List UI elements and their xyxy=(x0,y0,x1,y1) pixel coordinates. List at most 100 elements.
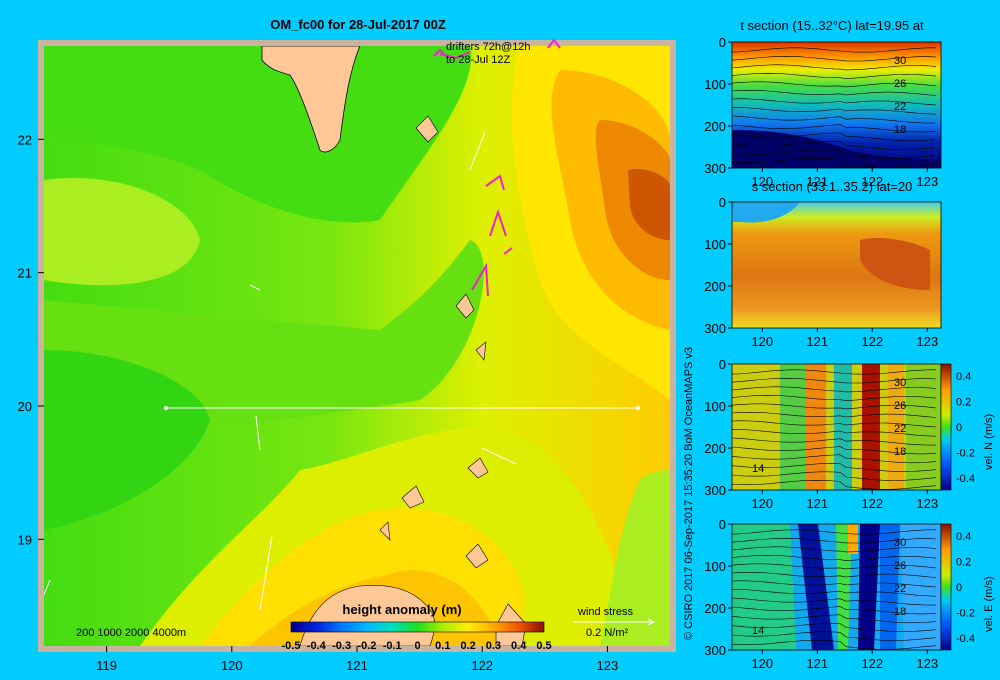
section-y-tick-label: 0 xyxy=(719,35,726,50)
drifter-note: drifters 72h@12h xyxy=(446,41,531,53)
ve-section-band xyxy=(900,524,941,650)
section-x-tick-label: 123 xyxy=(916,656,938,671)
contour-line xyxy=(732,589,937,597)
island xyxy=(467,457,489,479)
contour-line xyxy=(732,446,937,455)
island xyxy=(455,293,475,319)
wind-arrow xyxy=(469,131,486,171)
colorbar-tick-label: 0 xyxy=(414,640,420,652)
contour-line xyxy=(732,157,937,168)
section-x-tick-label: 120 xyxy=(751,174,773,189)
t-section-frame xyxy=(731,41,942,169)
contour-line xyxy=(732,537,937,544)
contour-line xyxy=(732,462,937,472)
section-line-end xyxy=(164,406,168,410)
drifter-marker xyxy=(433,48,447,57)
contour-line xyxy=(732,631,937,641)
contour-line xyxy=(732,377,937,384)
colorbar-tick-label: 0.3 xyxy=(486,640,501,652)
section-y-tick-label: 0 xyxy=(719,517,726,532)
section-x-tick-label: 121 xyxy=(806,334,828,349)
ve-section-panel: 30 26 22 18 14 0.4 0.2 0 -0.2 -0.4 vel. E (m/s) xyxy=(731,523,995,651)
contour-line xyxy=(732,107,937,115)
contour-line xyxy=(732,403,937,410)
contour-line xyxy=(732,437,937,446)
x-tick-label: 120 xyxy=(221,658,243,673)
colorbar-tick-label: 0.2 xyxy=(956,557,971,569)
s-section-title: s section (33.1..35.2) lat=20 xyxy=(752,179,913,194)
contour-line xyxy=(732,124,937,133)
drifter-note: to 28-Jul 12Z xyxy=(446,54,510,66)
section-y-tick-label: 200 xyxy=(704,279,726,294)
contour-line xyxy=(732,386,937,393)
s-section-region xyxy=(732,202,800,223)
main-title: OM_fc00 for 28-Jul-2017 00Z xyxy=(270,17,446,32)
colorbar-tick-label: -0.2 xyxy=(956,608,975,620)
s-section-panel: s section (33.1..35.2) lat=20 xyxy=(731,179,942,329)
x-tick-label: 123 xyxy=(597,658,619,673)
colorbar-tick-label: -0.3 xyxy=(332,640,351,652)
contour-label: 18 xyxy=(894,446,906,458)
contour-label: 30 xyxy=(894,537,906,549)
colorbar-label: height anomaly (m) xyxy=(342,602,461,617)
section-x-tick-label: 121 xyxy=(806,496,828,511)
colorbar-tick-label: -0.4 xyxy=(307,640,327,652)
anomaly-region xyxy=(44,46,472,223)
colorbar-tick-label: 0 xyxy=(956,422,962,434)
s-section-region xyxy=(860,238,930,290)
contour-line xyxy=(732,140,937,150)
depth-legend: 200 1000 2000 4000m xyxy=(76,627,186,639)
section-x-tick-label: 123 xyxy=(916,496,938,511)
contour-line xyxy=(732,622,937,632)
height-anomaly-map: drifters 72h@12h to 28-Jul 12Z 119 120 121… xyxy=(18,38,676,673)
contour-line xyxy=(732,98,937,106)
ve-section-band xyxy=(858,524,880,650)
section-y-tick-label: 200 xyxy=(704,441,726,456)
s-section-frame xyxy=(731,201,942,329)
contour-label: 26 xyxy=(894,400,906,412)
colorbar-tick-label: -0.1 xyxy=(383,640,402,652)
contour-label: 22 xyxy=(894,101,906,113)
anomaly-region xyxy=(44,178,200,286)
contour-line xyxy=(732,149,937,159)
anomaly-region xyxy=(44,350,210,530)
contour-line xyxy=(732,47,936,53)
contour-line xyxy=(732,394,937,401)
contour-line xyxy=(732,471,937,481)
section-x-tick-label: 122 xyxy=(861,334,883,349)
contour-line xyxy=(732,115,937,124)
wind-legend-arrowhead xyxy=(647,618,656,626)
drifter-track xyxy=(489,208,507,237)
section-x-tick-label: 123 xyxy=(916,334,938,349)
wind-arrow xyxy=(249,284,261,291)
y-tick-label: 19 xyxy=(18,532,32,547)
section-x-tick-label: 121 xyxy=(806,656,828,671)
contour-line xyxy=(732,55,937,62)
section-x-tick-label: 120 xyxy=(751,656,773,671)
section-line-end xyxy=(636,406,640,410)
contour-line xyxy=(732,614,937,624)
vn-section-contours: 30 26 22 18 14 xyxy=(732,369,937,490)
ve-colorbar-ticks: 0.4 0.2 0 -0.2 -0.4 xyxy=(956,531,975,645)
ve-section-band xyxy=(798,524,834,650)
contour-line xyxy=(732,64,937,71)
ve-section-contours: 30 26 22 18 14 xyxy=(732,529,937,650)
contour-label: 30 xyxy=(894,377,906,389)
colorbar-tick-label: 0.4 xyxy=(511,640,527,652)
map-y-ticks: 19 20 21 22 xyxy=(18,132,44,547)
contour-line xyxy=(732,411,937,418)
contour-label: 18 xyxy=(894,124,906,136)
drifter-marker xyxy=(547,38,561,49)
drifter-track xyxy=(471,262,489,297)
vn-section-band xyxy=(806,364,826,490)
island xyxy=(475,341,487,361)
drifter-track xyxy=(485,174,505,191)
vn-colorbar-ticks: 0.4 0.2 0 -0.2 -0.4 xyxy=(956,371,975,485)
ve-colorbar xyxy=(940,523,952,651)
vn-colorbar xyxy=(940,363,952,491)
contour-line xyxy=(732,597,937,606)
contour-line xyxy=(732,529,936,535)
contour-line xyxy=(732,72,937,79)
colorbar-ticks: -0.5 -0.4 -0.3 -0.2 -0.1 0 0.1 0.2 0.3 0.4 0.5 xyxy=(282,640,552,652)
colorbar-tick-label: -0.4 xyxy=(956,633,975,645)
